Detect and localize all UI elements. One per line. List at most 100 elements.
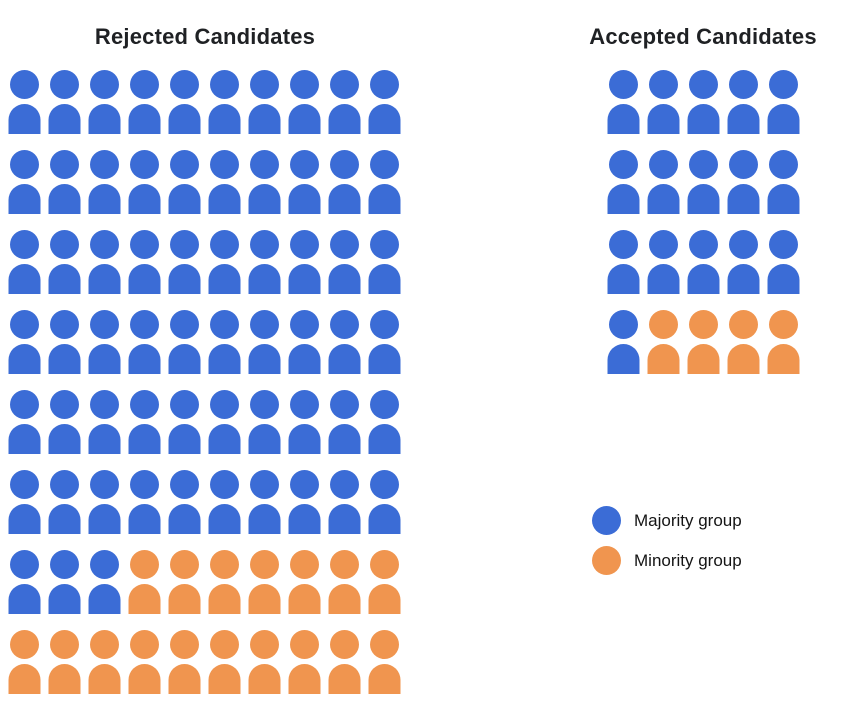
- rejected-candidates-panel: Rejected Candidates: [6, 24, 404, 694]
- person-icon: [288, 310, 321, 374]
- person-icon: [328, 70, 361, 134]
- legend: Majority group Minority group: [592, 506, 742, 575]
- person-icon: [8, 630, 41, 694]
- person-icon: [687, 150, 719, 214]
- person-icon: [128, 390, 161, 454]
- person-icon: [368, 70, 401, 134]
- accepted-candidates-panel: Accepted Candidates: [578, 24, 828, 374]
- person-icon: [328, 550, 361, 614]
- person-icon: [128, 550, 161, 614]
- person-icon: [368, 150, 401, 214]
- person-icon: [208, 470, 241, 534]
- person-icon: [88, 70, 121, 134]
- minority-swatch-icon: [592, 546, 621, 575]
- accepted-candidates-title: Accepted Candidates: [589, 24, 817, 49]
- legend-item-minority: Minority group: [592, 546, 742, 575]
- person-icon: [687, 310, 719, 374]
- minority-legend-label: Minority group: [634, 550, 742, 570]
- person-icon: [208, 230, 241, 294]
- person-icon: [168, 470, 201, 534]
- person-icon: [328, 390, 361, 454]
- person-icon: [8, 150, 41, 214]
- person-icon: [128, 70, 161, 134]
- person-icon: [168, 150, 201, 214]
- person-icon: [248, 390, 281, 454]
- person-icon: [727, 230, 759, 294]
- person-icon: [208, 70, 241, 134]
- person-icon: [767, 150, 799, 214]
- person-icon: [48, 630, 81, 694]
- person-icon: [128, 630, 161, 694]
- person-icon: [727, 310, 759, 374]
- person-icon: [767, 230, 799, 294]
- person-icon: [328, 230, 361, 294]
- majority-swatch-icon: [592, 506, 621, 535]
- person-icon: [607, 310, 639, 374]
- person-icon: [208, 310, 241, 374]
- person-icon: [168, 310, 201, 374]
- person-icon: [368, 230, 401, 294]
- person-icon: [288, 230, 321, 294]
- person-icon: [168, 630, 201, 694]
- person-icon: [687, 70, 719, 134]
- person-icon: [168, 70, 201, 134]
- person-icon: [248, 70, 281, 134]
- person-icon: [208, 550, 241, 614]
- person-icon: [248, 310, 281, 374]
- person-icon: [288, 630, 321, 694]
- person-icon: [328, 310, 361, 374]
- person-icon: [8, 70, 41, 134]
- person-icon: [48, 230, 81, 294]
- rejected-candidates-title: Rejected Candidates: [94, 24, 316, 49]
- person-icon: [368, 310, 401, 374]
- person-icon: [647, 150, 679, 214]
- person-icon: [48, 470, 81, 534]
- person-icon: [288, 70, 321, 134]
- person-icon: [128, 470, 161, 534]
- accepted-candidates-grid: [605, 70, 802, 374]
- person-icon: [368, 630, 401, 694]
- person-icon: [727, 70, 759, 134]
- person-icon: [8, 550, 41, 614]
- person-icon: [48, 310, 81, 374]
- person-icon: [248, 150, 281, 214]
- person-icon: [288, 470, 321, 534]
- person-icon: [88, 150, 121, 214]
- person-icon: [208, 630, 241, 694]
- person-icon: [48, 390, 81, 454]
- person-icon: [767, 70, 799, 134]
- rejected-candidates-grid: [6, 70, 403, 694]
- person-icon: [88, 470, 121, 534]
- person-icon: [727, 150, 759, 214]
- person-icon: [168, 550, 201, 614]
- majority-legend-label: Majority group: [634, 510, 742, 530]
- person-icon: [208, 390, 241, 454]
- person-icon: [368, 470, 401, 534]
- person-icon: [48, 550, 81, 614]
- person-icon: [88, 310, 121, 374]
- person-icon: [288, 390, 321, 454]
- person-icon: [647, 230, 679, 294]
- person-icon: [607, 150, 639, 214]
- person-icon: [88, 630, 121, 694]
- legend-item-majority: Majority group: [592, 506, 742, 535]
- person-icon: [88, 230, 121, 294]
- person-icon: [128, 310, 161, 374]
- person-icon: [767, 310, 799, 374]
- person-icon: [368, 550, 401, 614]
- person-icon: [248, 630, 281, 694]
- person-icon: [647, 310, 679, 374]
- person-icon: [248, 550, 281, 614]
- person-icon: [88, 550, 121, 614]
- person-icon: [328, 150, 361, 214]
- person-icon: [647, 70, 679, 134]
- person-icon: [128, 150, 161, 214]
- person-icon: [248, 230, 281, 294]
- person-icon: [328, 470, 361, 534]
- person-icon: [8, 470, 41, 534]
- person-icon: [288, 150, 321, 214]
- person-icon: [8, 310, 41, 374]
- person-icon: [607, 230, 639, 294]
- person-icon: [368, 390, 401, 454]
- person-icon: [168, 390, 201, 454]
